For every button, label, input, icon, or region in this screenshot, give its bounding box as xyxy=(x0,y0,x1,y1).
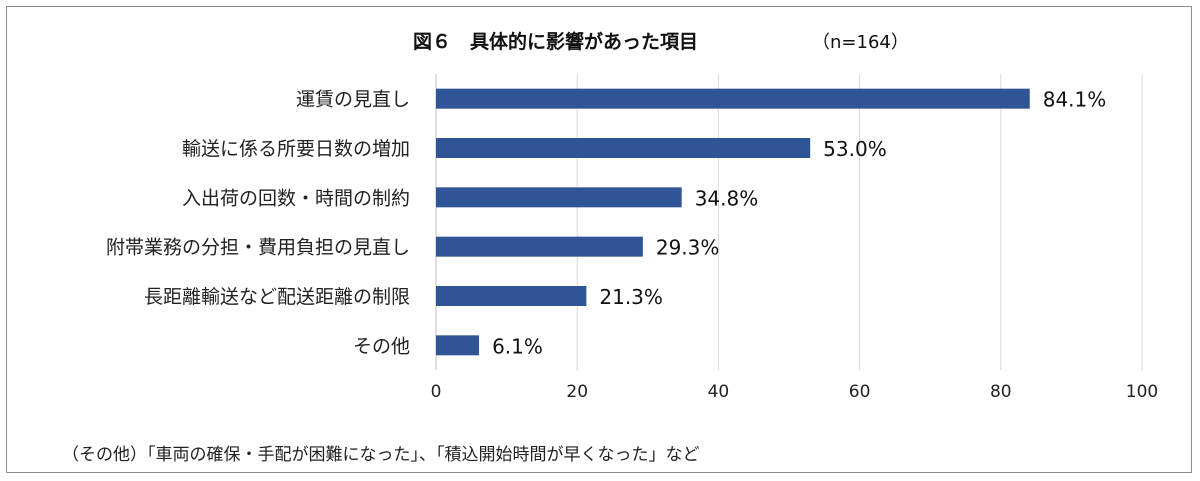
bar xyxy=(436,187,682,208)
footnote: （その他）「車両の確保・手配が困難になった」、「積込開始時間が早くなった」など xyxy=(62,445,700,465)
chart-subtitle: （n=164） xyxy=(812,32,909,53)
x-tick-label: 60 xyxy=(849,382,871,402)
bar xyxy=(436,88,1030,109)
bar xyxy=(436,286,587,306)
data-labels: 84.1% 53.0% 34.8% 29.3% 21.3% 6.1% xyxy=(492,88,1106,359)
bar xyxy=(436,236,643,257)
bar xyxy=(436,138,811,158)
data-label: 29.3% xyxy=(656,236,720,260)
x-axis-ticks: 0 20 40 60 80 100 xyxy=(431,382,1159,402)
data-label: 34.8% xyxy=(695,186,759,210)
data-label: 6.1% xyxy=(492,334,543,358)
data-label: 21.3% xyxy=(599,285,663,309)
x-tick-label: 20 xyxy=(566,382,588,402)
data-label: 53.0% xyxy=(823,137,887,161)
category-label: 長距離輸送など配送距離の制限 xyxy=(144,286,410,308)
category-label: 附帯業務の分担・費用負担の見直し xyxy=(106,237,410,259)
x-tick-label: 80 xyxy=(990,382,1012,402)
gridlines xyxy=(435,74,1143,370)
data-label: 84.1% xyxy=(1043,88,1107,112)
bars xyxy=(436,88,1030,356)
category-label: 運賃の見直し xyxy=(296,89,410,111)
category-label: その他 xyxy=(353,335,410,357)
x-tick-label: 0 xyxy=(431,382,442,402)
category-label: 輸送に係る所要日数の増加 xyxy=(182,138,410,160)
x-tick-label: 40 xyxy=(708,382,730,402)
chart-title: 図６ 具体的に影響があった項目 xyxy=(413,30,698,53)
category-labels: 運賃の見直し輸送に係る所要日数の増加入出荷の回数・時間の制約附帯業務の分担・費用… xyxy=(106,89,410,358)
category-label: 入出荷の回数・時間の制約 xyxy=(182,187,410,209)
bar xyxy=(436,335,480,356)
x-tick-label: 100 xyxy=(1126,382,1158,402)
